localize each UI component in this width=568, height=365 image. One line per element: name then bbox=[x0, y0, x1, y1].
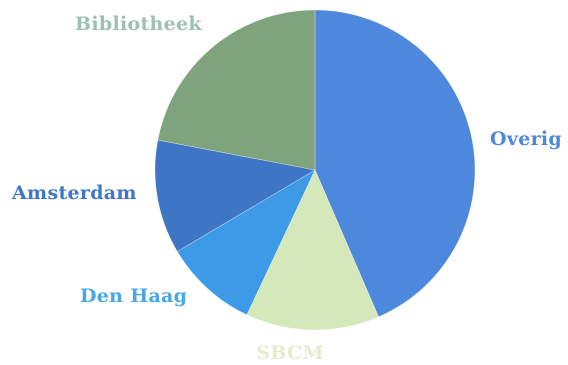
pie-slice-overig bbox=[314, 9, 476, 318]
slice-label-amsterdam: Amsterdam bbox=[11, 182, 137, 204]
pie-slice-den-haag bbox=[176, 169, 316, 316]
pie-slices bbox=[154, 9, 476, 331]
pie-slice-amsterdam bbox=[154, 139, 316, 252]
slice-label-sbcm: SBCM bbox=[256, 342, 324, 364]
pie-slice-bibliotheek bbox=[157, 9, 316, 171]
pie-slice-sbcm bbox=[246, 169, 379, 331]
slice-label-bibliotheek: Bibliotheek bbox=[75, 13, 202, 35]
slice-label-den-haag: Den Haag bbox=[80, 285, 187, 307]
slice-label-overig: Overig bbox=[490, 128, 562, 150]
